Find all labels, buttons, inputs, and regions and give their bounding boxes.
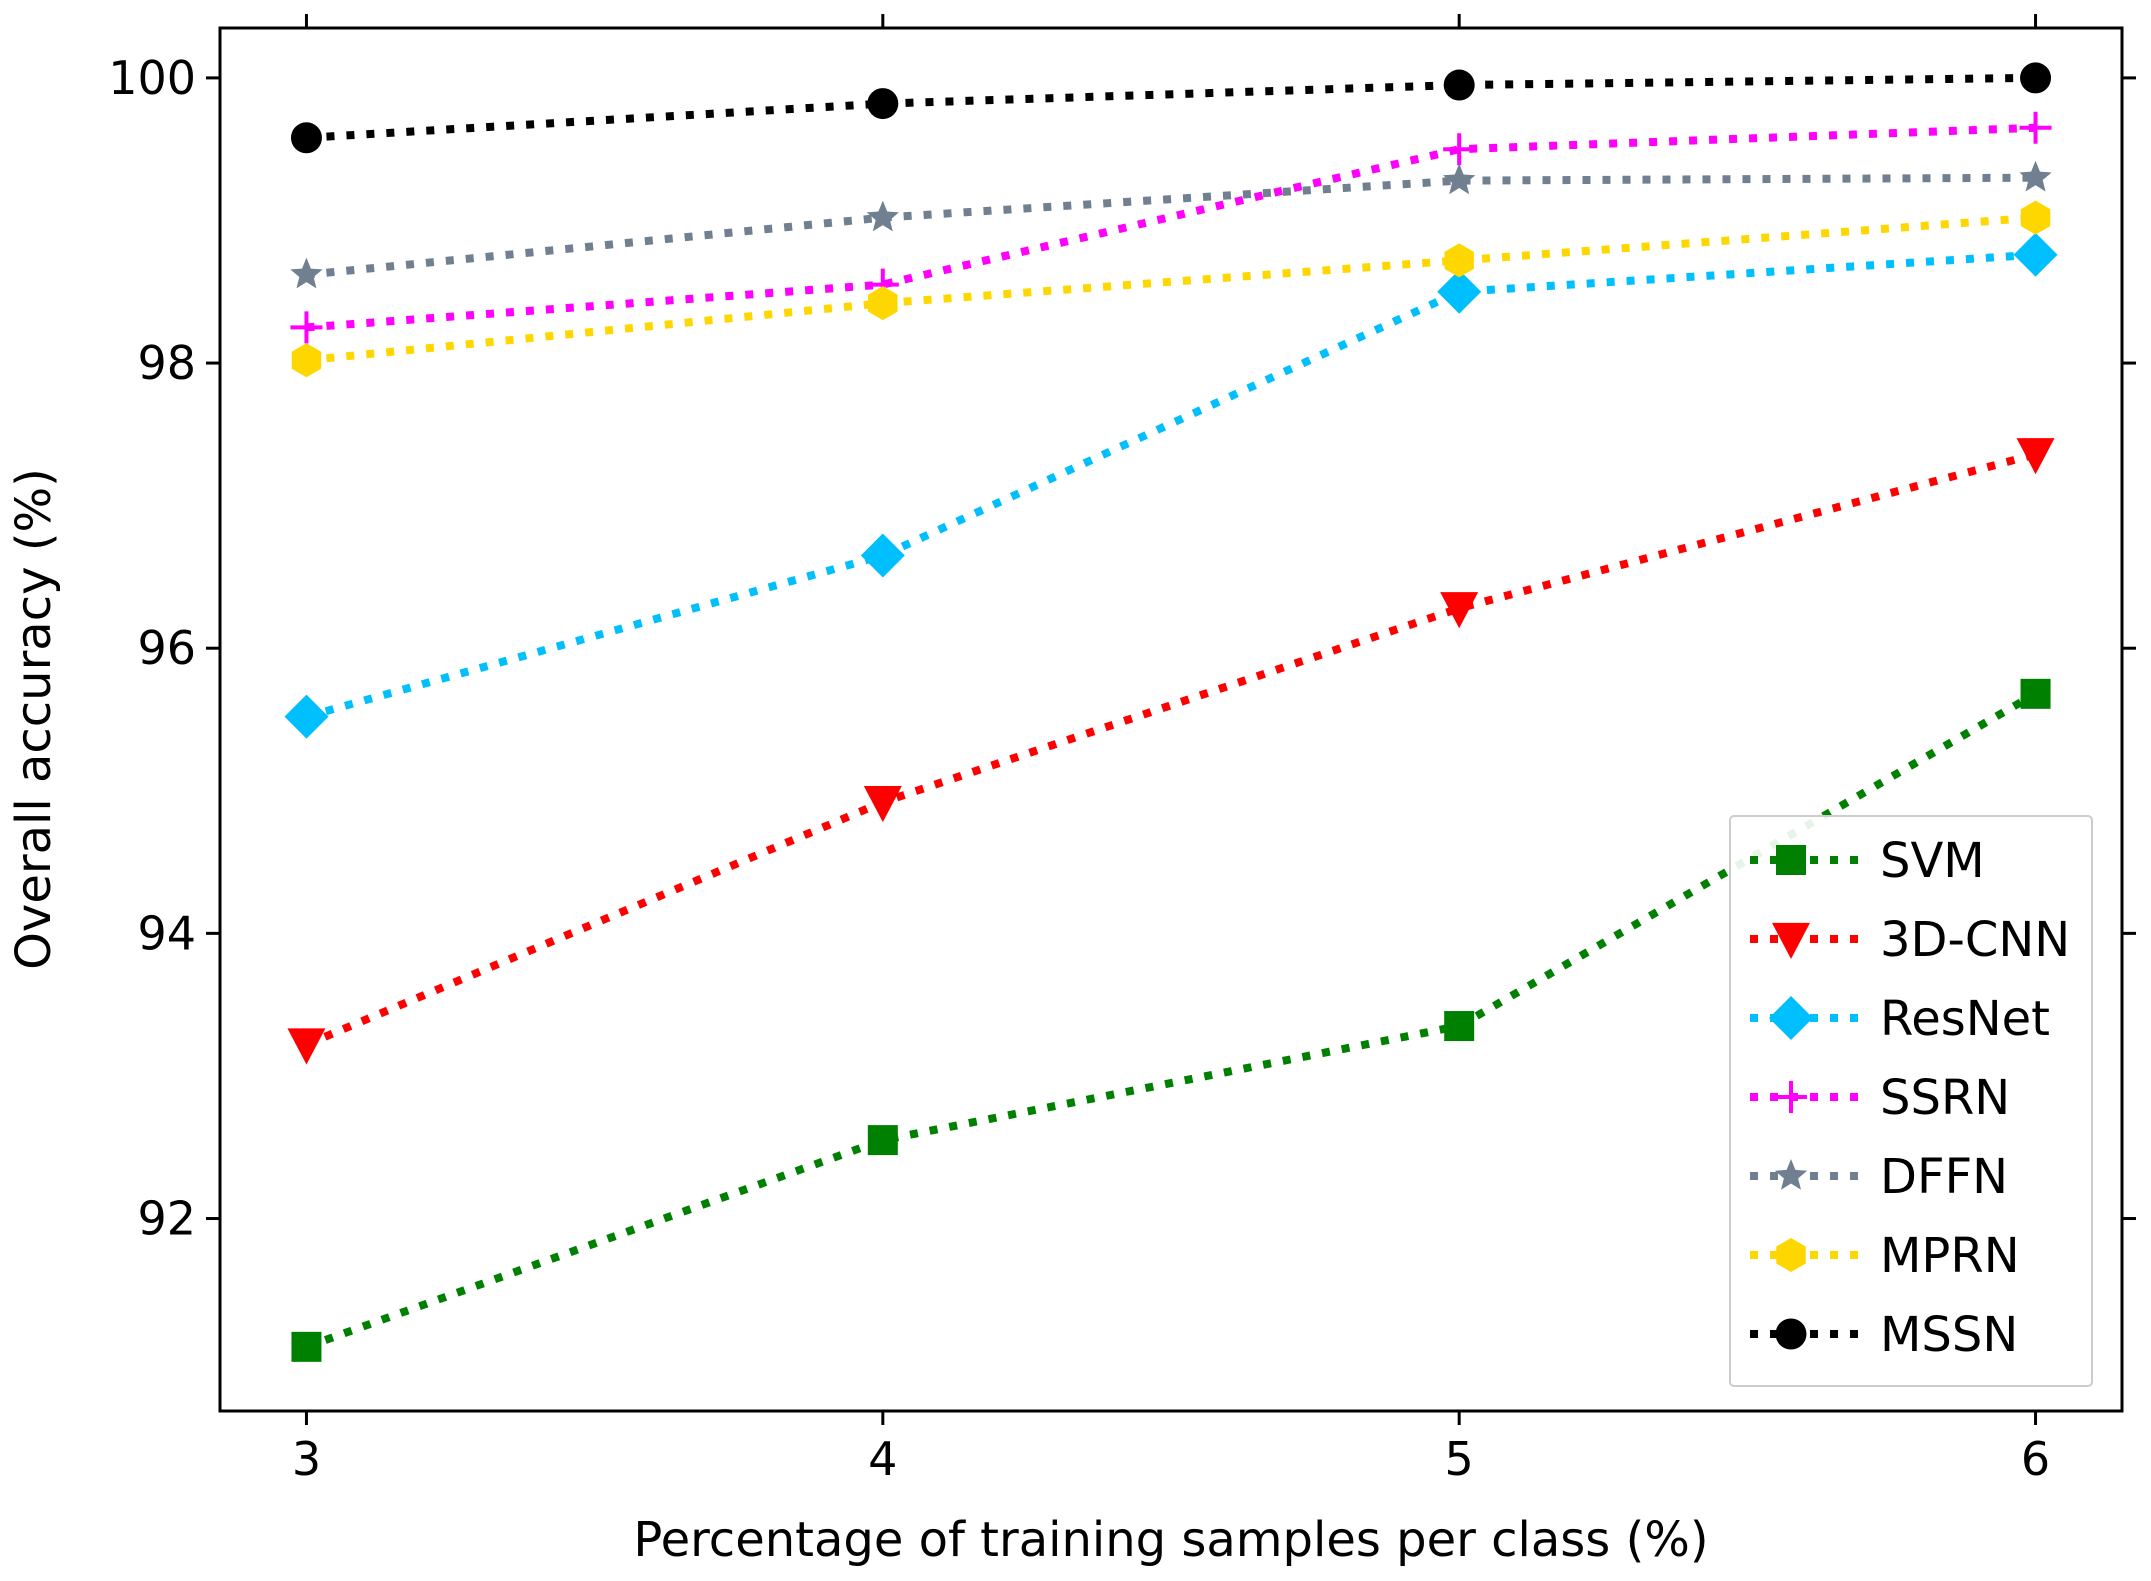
legend-label: ResNet bbox=[1880, 991, 2050, 1047]
data-point-resnet-6 bbox=[2013, 232, 2058, 277]
y-axis-label: Overall accuracy (%) bbox=[6, 468, 62, 970]
legend-marker-3d-cnn bbox=[1772, 922, 1810, 959]
legend-item-mssn: MSSN bbox=[1750, 1307, 2018, 1363]
legend-marker-mssn bbox=[1775, 1318, 1807, 1350]
data-point-mprn-5 bbox=[1444, 243, 1474, 278]
data-point-mssn-4 bbox=[867, 88, 899, 120]
data-point-dffn-6 bbox=[2019, 160, 2052, 192]
data-point-ssrn-3 bbox=[290, 311, 323, 344]
data-point-dffn-3 bbox=[290, 257, 323, 289]
legend-item-mprn: MPRN bbox=[1750, 1228, 2020, 1284]
legend: SVM 3D-CNN ResNet SSRN DFFN MPRN MSSN bbox=[1729, 815, 2093, 1387]
data-point-dffn-4 bbox=[866, 200, 899, 232]
data-point-dffn-5 bbox=[1443, 163, 1476, 195]
legend-item-resnet: ResNet bbox=[1750, 991, 2050, 1047]
series-line-dffn bbox=[306, 173, 2036, 279]
legend-label: MSSN bbox=[1880, 1307, 2018, 1363]
series-line-svm bbox=[305, 690, 2038, 1351]
y-tick-label: 94 bbox=[137, 906, 196, 960]
data-point-mssn-5 bbox=[1443, 69, 1475, 101]
legend-box bbox=[1729, 815, 2093, 1387]
data-point-3d-cnn-5 bbox=[1440, 592, 1479, 629]
legend-label: MPRN bbox=[1880, 1228, 2020, 1284]
series-line-mprn bbox=[306, 213, 2036, 365]
y-tick-label: 100 bbox=[108, 51, 196, 105]
y-tick-label: 98 bbox=[137, 336, 196, 390]
data-point-ssrn-5 bbox=[1443, 133, 1476, 166]
legend-marker-svm bbox=[1776, 845, 1806, 875]
x-tick-label: 5 bbox=[1445, 1432, 1474, 1486]
data-point-mprn-3 bbox=[291, 343, 322, 378]
series-mssn bbox=[290, 62, 2052, 154]
series-3d-cnn bbox=[287, 438, 2055, 1065]
data-point-svm-6 bbox=[2020, 678, 2051, 709]
ticks-layer: 3 4 5 6 92 94 96 98 100 bbox=[108, 14, 2136, 1486]
x-tick-label: 6 bbox=[2021, 1432, 2050, 1486]
legend-item-svm: SVM bbox=[1750, 833, 1985, 889]
legend-item-dffn: DFFN bbox=[1750, 1149, 2008, 1205]
legend-label: SSRN bbox=[1880, 1070, 2010, 1126]
data-point-3d-cnn-3 bbox=[287, 1028, 326, 1065]
data-point-mprn-4 bbox=[868, 286, 898, 321]
series-dffn bbox=[290, 160, 2052, 289]
data-point-mprn-6 bbox=[2020, 200, 2051, 235]
data-point-svm-4 bbox=[867, 1125, 898, 1156]
legend-item-ssrn: SSRN bbox=[1750, 1070, 2010, 1126]
data-point-resnet-3 bbox=[284, 694, 329, 739]
y-tick-label: 92 bbox=[137, 1192, 196, 1246]
data-point-mssn-3 bbox=[290, 122, 322, 154]
legend-marker-mprn bbox=[1776, 1238, 1806, 1272]
y-tick-label: 96 bbox=[137, 621, 196, 675]
legend-marker-ssrn bbox=[1775, 1081, 1807, 1113]
x-tick-label: 3 bbox=[292, 1432, 321, 1486]
data-point-mssn-6 bbox=[2020, 62, 2052, 94]
data-point-svm-3 bbox=[291, 1331, 322, 1362]
data-point-ssrn-6 bbox=[2019, 111, 2052, 144]
legend-item-3d-cnn: 3D-CNN bbox=[1750, 912, 2070, 968]
x-axis-label: Percentage of training samples per class… bbox=[633, 1512, 1708, 1568]
series-resnet bbox=[284, 232, 2058, 739]
data-point-resnet-4 bbox=[860, 533, 905, 578]
plot-frame bbox=[218, 26, 2124, 1413]
data-point-3d-cnn-4 bbox=[863, 786, 902, 823]
data-point-svm-5 bbox=[1444, 1011, 1475, 1042]
legend-marker-resnet bbox=[1769, 996, 1813, 1040]
data-point-resnet-5 bbox=[1437, 269, 1482, 314]
legend-label: 3D-CNN bbox=[1880, 912, 2070, 968]
x-tick-label: 4 bbox=[868, 1432, 897, 1486]
legend-label: SVM bbox=[1880, 833, 1985, 889]
legend-label: DFFN bbox=[1880, 1149, 2008, 1205]
data-point-3d-cnn-6 bbox=[2016, 438, 2055, 475]
series-layer bbox=[284, 62, 2058, 1362]
series-mprn bbox=[291, 200, 2051, 378]
series-svm bbox=[291, 678, 2051, 1362]
legend-marker-dffn bbox=[1774, 1159, 1808, 1190]
series-line-mssn bbox=[306, 73, 2036, 142]
series-line-resnet bbox=[305, 250, 2036, 721]
